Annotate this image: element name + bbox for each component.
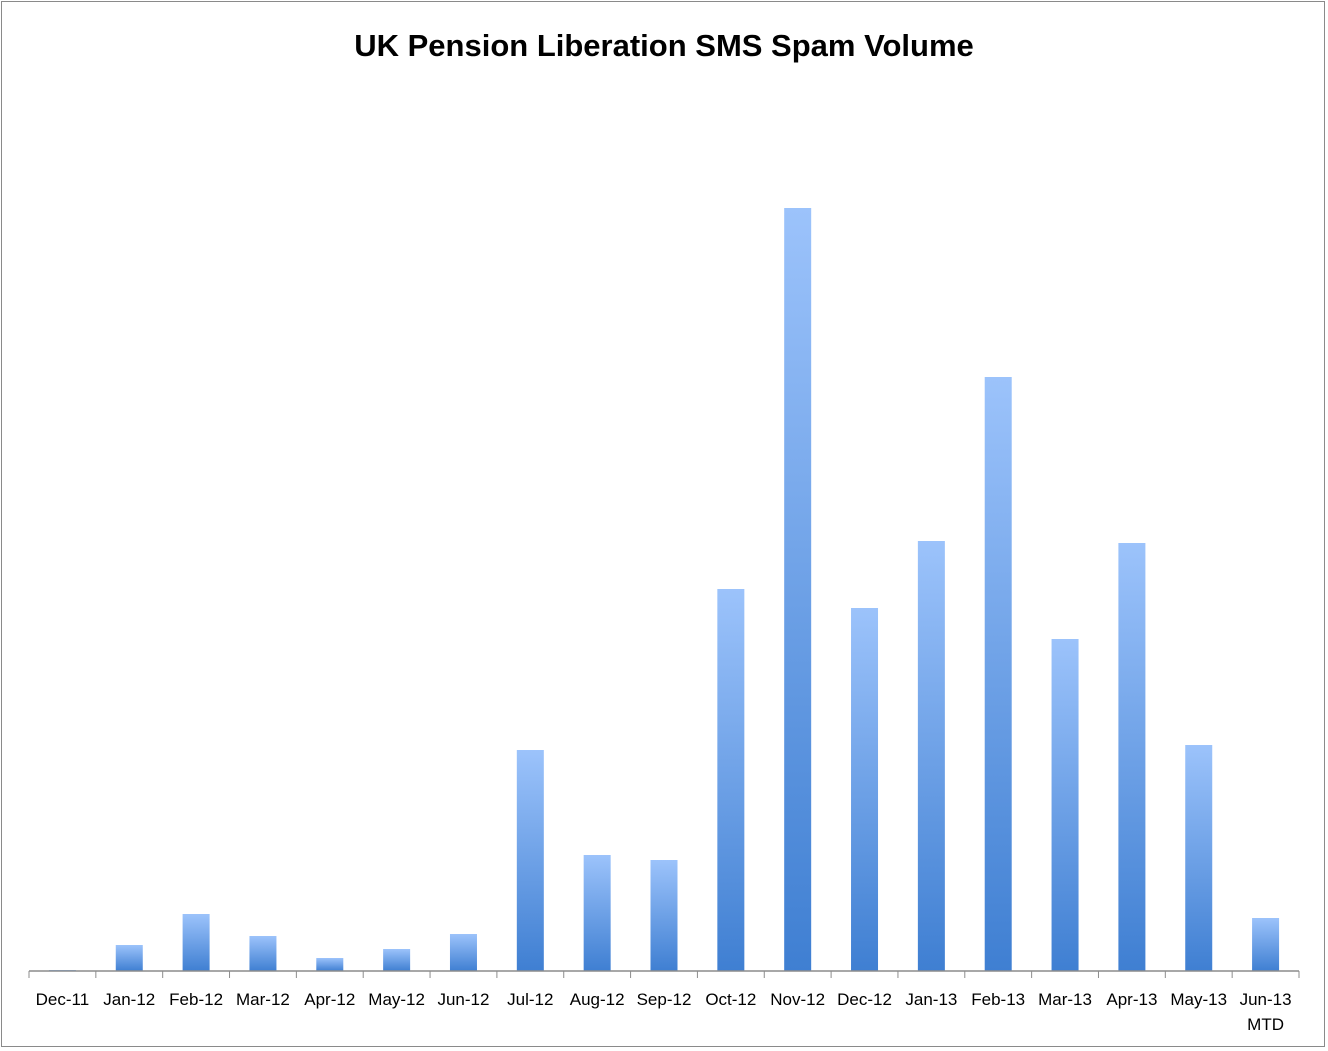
x-tick-label: Jun-12 [437,990,489,1009]
x-tick-label: Dec-12 [837,990,892,1009]
x-tick-label: Dec-11 [36,990,90,1009]
bar-Feb-12 [182,914,210,971]
chart-title: UK Pension Liberation SMS Spam Volume [354,28,974,63]
x-tick-label: Oct-12 [705,990,756,1009]
x-tick-label: Mar-13 [1038,990,1092,1009]
x-tick-sublabel: MTD [1247,1015,1284,1034]
bar-May-13 [1185,745,1213,971]
bar-Apr-13 [1118,543,1146,971]
bar-Apr-12 [316,958,344,971]
x-tick-label: Jan-12 [103,990,155,1009]
bar-Jun-13 [1252,918,1280,971]
bar-Aug-12 [583,855,611,971]
x-tick-label: Apr-12 [304,990,355,1009]
bar-Jun-12 [449,934,477,971]
x-tick-label: Apr-13 [1106,990,1157,1009]
bar-May-12 [383,949,411,971]
bar-Mar-13 [1051,639,1079,971]
bar-Sep-12 [650,860,678,971]
bar-Mar-12 [249,936,277,971]
x-tick-label: Aug-12 [570,990,625,1009]
x-tick-label: Feb-13 [971,990,1025,1009]
x-tick-label: Nov-12 [770,990,825,1009]
x-tick-label: Jul-12 [507,990,553,1009]
x-tick-label: Sep-12 [637,990,692,1009]
bar-Oct-12 [717,589,745,971]
bar-Nov-12 [784,208,812,971]
x-tick-label: May-12 [368,990,425,1009]
x-tick-label: Feb-12 [169,990,223,1009]
bar-Feb-13 [984,377,1012,971]
x-tick-label: Jan-13 [905,990,957,1009]
bar-Jul-12 [516,750,544,971]
bar-Jan-13 [917,541,945,971]
bar-Jan-12 [115,945,143,971]
bar-Dec-12 [851,608,879,971]
x-tick-label: Jun-13 [1240,990,1292,1009]
x-tick-label: May-13 [1170,990,1227,1009]
x-tick-label: Mar-12 [236,990,290,1009]
